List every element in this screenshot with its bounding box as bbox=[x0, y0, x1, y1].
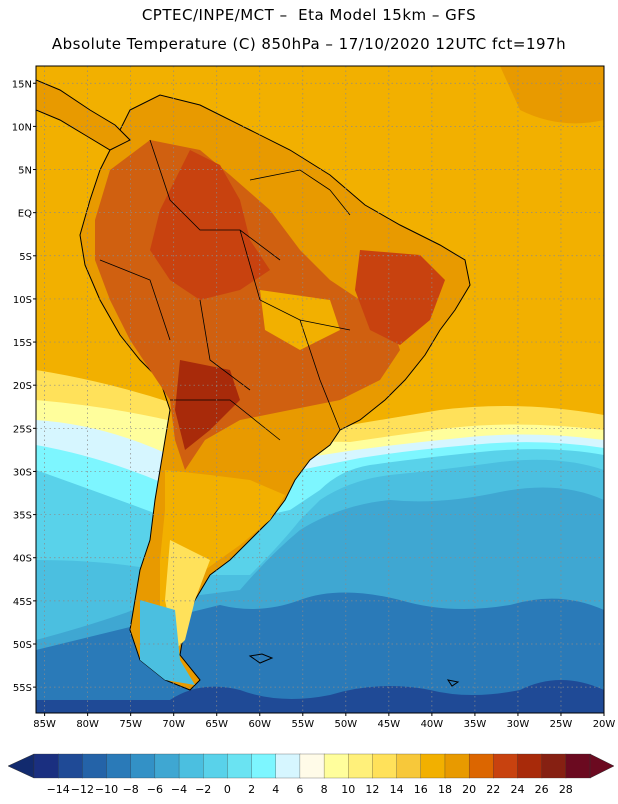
latitude-tick-label: 5S bbox=[19, 252, 32, 263]
colorbar-swatch bbox=[227, 753, 253, 779]
latitude-tick-label: 10N bbox=[12, 122, 32, 133]
longitude-tick-label: 25W bbox=[550, 719, 573, 730]
colorbar-tick-label: −4 bbox=[171, 783, 187, 796]
colorbar-swatch bbox=[348, 753, 374, 779]
longitude-labels: 85W 80W 75W 70W 65W 60W 55W 50W 45W 40W 35W 30W 25W 2… bbox=[33, 713, 615, 730]
colorbar-tick-label: 20 bbox=[462, 783, 476, 796]
colorbar-swatch bbox=[565, 753, 591, 779]
longitude-tick-label: 60W bbox=[248, 719, 271, 730]
latitude-tick-label: 15N bbox=[12, 79, 32, 90]
colorbar-tick-label: −6 bbox=[147, 783, 163, 796]
latitude-tick-label: 40S bbox=[13, 554, 32, 565]
latitude-tick-label: 25S bbox=[13, 424, 32, 435]
longitude-tick-label: 30W bbox=[507, 719, 530, 730]
colorbar-swatch bbox=[251, 753, 277, 779]
colorbar-tick-label: 12 bbox=[365, 783, 379, 796]
colorbar-tick-label: −14 bbox=[47, 783, 70, 796]
colorbar-swatch bbox=[517, 753, 543, 779]
colorbar-tick-label: 14 bbox=[390, 783, 404, 796]
map-frame bbox=[35, 65, 605, 714]
latitude-tick-label: 45S bbox=[13, 597, 32, 608]
colorbar-tick-label: 28 bbox=[559, 783, 573, 796]
colorbar-tick-label: 16 bbox=[414, 783, 428, 796]
colorbar: −14 −12 −10 −8 −6 −4 −2 0 2 4 6 8 10 12 14 16 18 20 22 24 26… bbox=[7, 753, 615, 796]
latitude-tick-label: 30S bbox=[13, 467, 32, 478]
colorbar-swatch bbox=[468, 753, 494, 779]
latitude-labels: 15N 10N 5N EQ 5S 10S 15S 20S 25S 30S 35S 40S 45S 50S 5… bbox=[12, 79, 36, 694]
colorbar-tick-label: 4 bbox=[272, 783, 279, 796]
longitude-tick-label: 80W bbox=[76, 719, 99, 730]
map-gridlines bbox=[36, 66, 605, 713]
colorbar-tick-label: −8 bbox=[123, 783, 139, 796]
field-band-caribbean bbox=[36, 66, 604, 163]
latitude-tick-label: 55S bbox=[13, 683, 32, 694]
colorbar-tick-label: 24 bbox=[510, 783, 524, 796]
colorbar-swatch bbox=[275, 753, 301, 779]
chart-title-line1: CPTEC/INPE/MCT – Eta Model 15km – GFS bbox=[141, 6, 477, 24]
central-america-outline bbox=[36, 79, 131, 151]
colorbar-swatch bbox=[420, 753, 446, 779]
longitude-tick-label: 45W bbox=[378, 719, 401, 730]
colorbar-swatch bbox=[33, 753, 59, 779]
longitude-tick-label: 20W bbox=[593, 719, 616, 730]
colorbar-swatch bbox=[106, 753, 132, 779]
chart-title-line2: Absolute Temperature (C) 850hPa – 17/10/… bbox=[51, 35, 567, 53]
colorbar-tick-label: 0 bbox=[224, 783, 231, 796]
longitude-tick-label: 55W bbox=[291, 719, 314, 730]
colorbar-swatch bbox=[541, 753, 567, 779]
guianas-borders bbox=[249, 169, 351, 216]
colorbar-swatch bbox=[58, 753, 83, 779]
colorbar-swatch bbox=[154, 753, 180, 779]
colorbar-tick-label: −2 bbox=[195, 783, 211, 796]
colorbar-swatch bbox=[203, 753, 229, 779]
field-hottest-chaco bbox=[175, 360, 240, 450]
field-hotter-core bbox=[150, 150, 270, 300]
colorbar-swatch bbox=[372, 753, 398, 779]
colorbar-tick-label: 18 bbox=[438, 783, 452, 796]
colorbar-swatch bbox=[82, 753, 108, 779]
latitude-tick-label: 20S bbox=[13, 381, 32, 392]
colorbar-swatch bbox=[178, 753, 204, 779]
longitude-tick-label: 65W bbox=[205, 719, 228, 730]
colorbar-left-arrow bbox=[7, 753, 35, 779]
latitude-tick-label: 5N bbox=[18, 166, 32, 177]
colorbar-tick-label: −10 bbox=[95, 783, 118, 796]
field-hot-northeast bbox=[355, 250, 445, 345]
colorbar-tick-label: −12 bbox=[71, 783, 94, 796]
latitude-tick-label: EQ bbox=[18, 209, 32, 220]
latitude-tick-label: 15S bbox=[13, 338, 32, 349]
latitude-tick-label: 10S bbox=[13, 295, 32, 306]
continent bbox=[36, 79, 471, 691]
longitude-tick-label: 85W bbox=[33, 719, 56, 730]
field-south-warm bbox=[160, 470, 285, 650]
longitude-tick-label: 70W bbox=[162, 719, 185, 730]
longitude-tick-label: 40W bbox=[421, 719, 444, 730]
latitude-tick-label: 35S bbox=[13, 511, 32, 522]
colorbar-swatch bbox=[299, 753, 325, 779]
colorbar-tick-label: 6 bbox=[296, 783, 303, 796]
colorbar-tick-label: 2 bbox=[248, 783, 255, 796]
south-georgia bbox=[446, 679, 460, 687]
field-tierra-del-fuego-cold bbox=[140, 600, 195, 685]
colorbar-tick-label: 26 bbox=[535, 783, 549, 796]
colorbar-tick-label: 10 bbox=[341, 783, 355, 796]
colorbar-tick-label: 22 bbox=[486, 783, 500, 796]
colorbar-right-arrow bbox=[589, 753, 615, 779]
colorbar-swatch bbox=[323, 753, 349, 779]
colorbar-swatch bbox=[396, 753, 422, 779]
longitude-tick-label: 50W bbox=[335, 719, 358, 730]
colorbar-swatch bbox=[130, 753, 156, 779]
country-borders bbox=[99, 139, 351, 441]
longitude-tick-label: 35W bbox=[464, 719, 487, 730]
colorbar-swatch bbox=[493, 753, 519, 779]
falkland-islands bbox=[248, 653, 274, 664]
colorbar-tick-label: 8 bbox=[321, 783, 328, 796]
colorbar-swatch bbox=[444, 753, 470, 779]
latitude-tick-label: 50S bbox=[13, 640, 32, 651]
longitude-tick-label: 75W bbox=[119, 719, 142, 730]
field-warm-northeast bbox=[500, 66, 604, 124]
